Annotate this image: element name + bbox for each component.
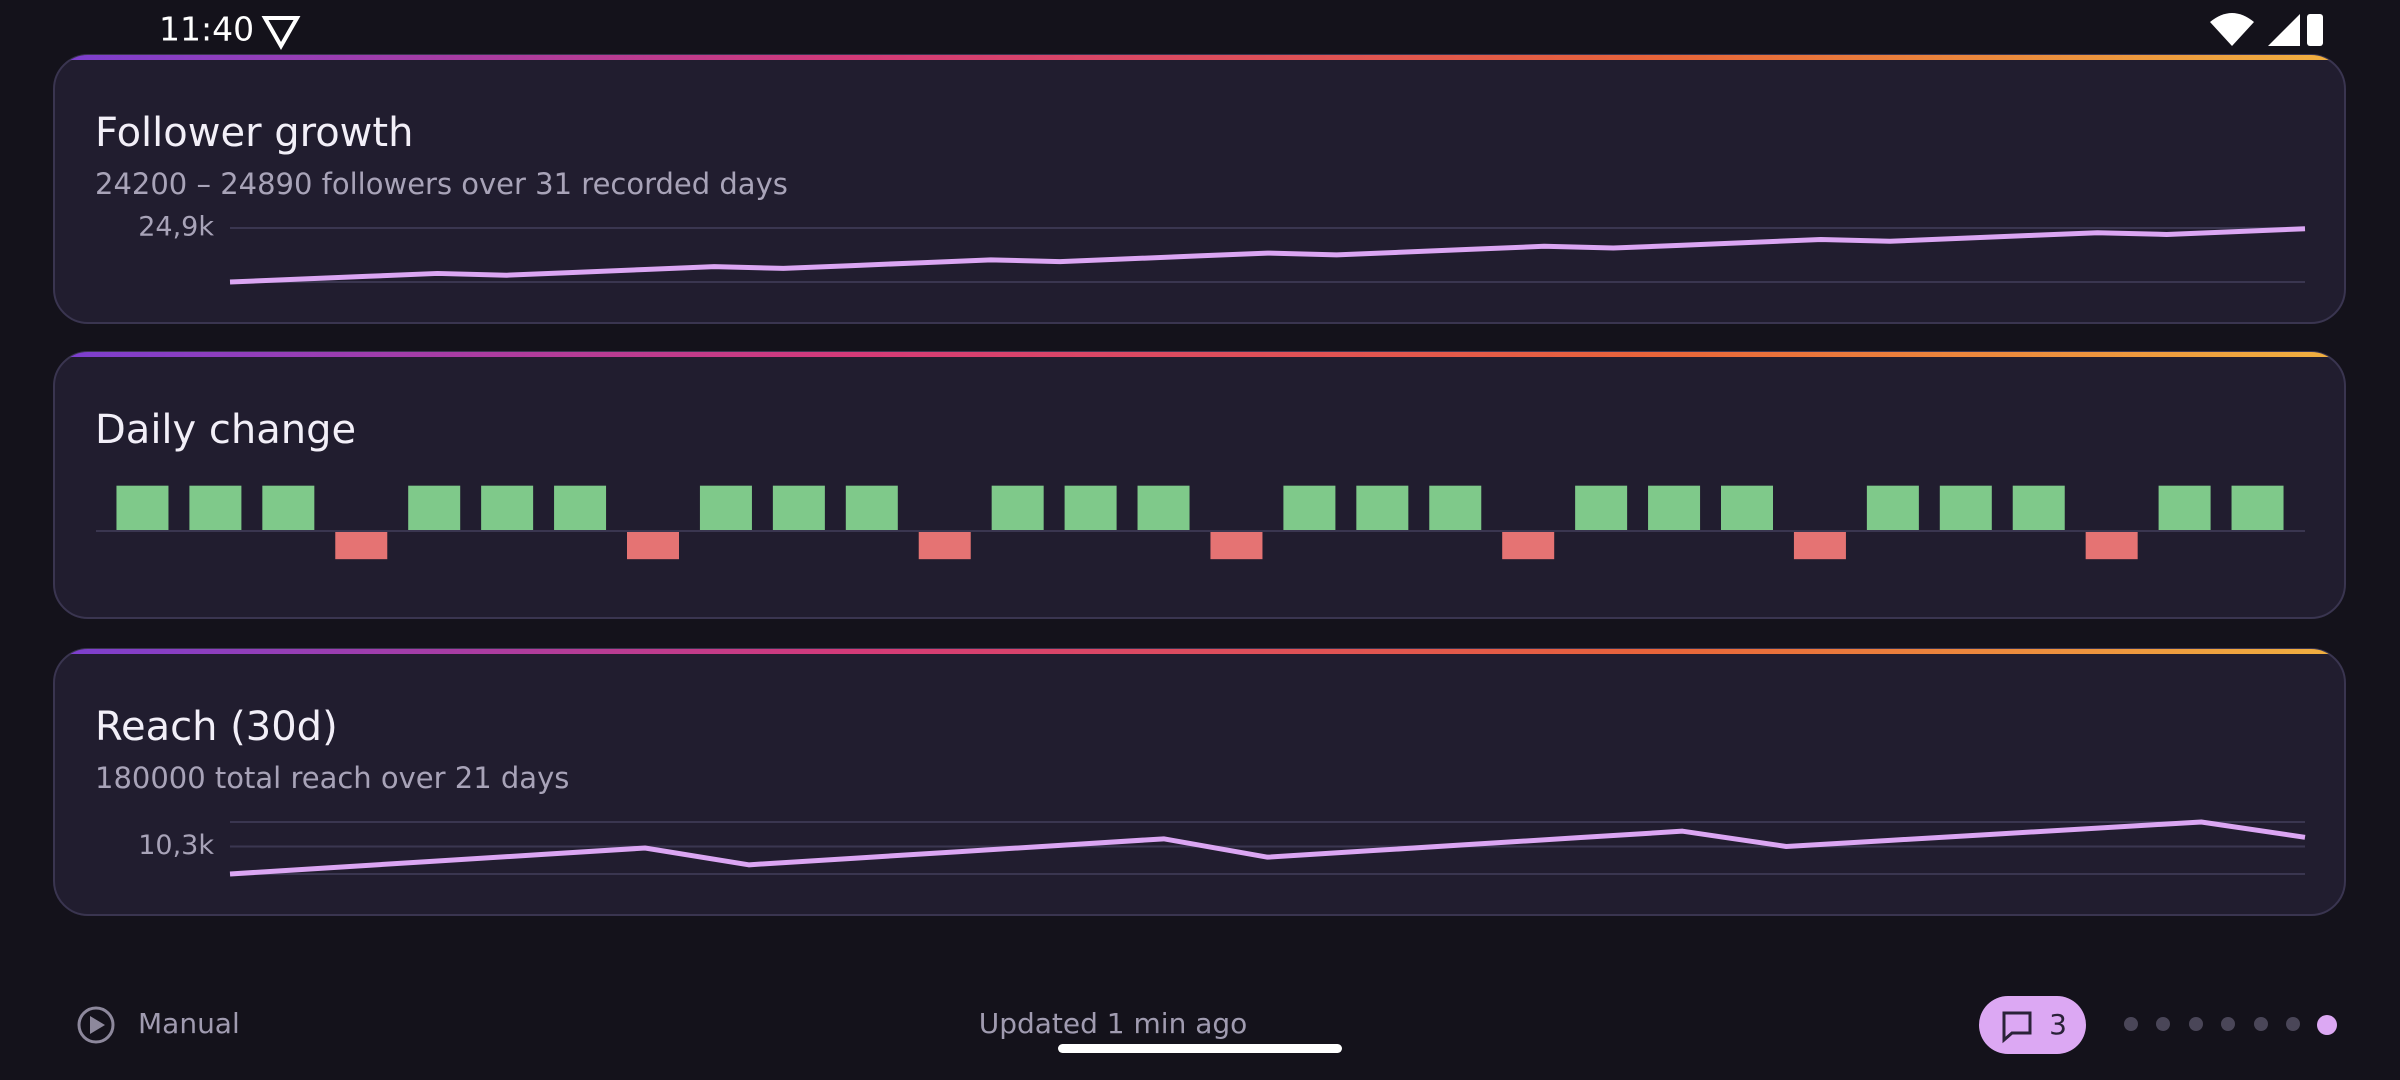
card: Daily change [53,351,2346,619]
bar [262,485,315,531]
line-series [229,819,2306,877]
play-icon[interactable] [77,1006,115,1044]
bar [1575,485,1628,531]
card-subtitle: 24200 – 24890 followers over 31 recorded… [95,167,788,201]
status-icons [2210,13,2323,46]
card-title: Daily change [95,407,356,453]
bar [481,485,534,531]
card-bg [53,351,2346,619]
card: Follower growth 24200 – 24890 followers o… [53,54,2346,324]
bar [554,485,607,531]
bar [699,485,752,531]
bar [772,485,825,531]
bar [1210,531,1263,560]
bar [1721,485,1773,531]
status-time: 11:40 [159,10,254,49]
comment-icon [2002,1011,2032,1044]
bar [189,485,242,531]
page-dots [2124,1015,2337,1035]
bar [2231,485,2284,531]
bar [2085,531,2138,560]
bar [2158,485,2211,531]
bar [1939,485,1992,531]
bar [1283,485,1336,531]
bar [408,485,461,531]
updated-label: Updated 1 min ago [979,1007,1248,1040]
bar [1648,485,1701,531]
card-subtitle: 180000 total reach over 21 days [95,761,569,795]
home-indicator[interactable] [1058,1044,1342,1053]
card-accent [54,55,2345,60]
comments-count: 3 [2049,1008,2067,1041]
card-accent [54,649,2345,654]
bar [1429,485,1482,531]
bar [1793,531,1846,560]
card-title: Follower growth [95,110,413,156]
bar [116,485,169,531]
play-triangle [90,1016,105,1034]
comments-badge[interactable] [1979,996,2086,1054]
bar [918,531,971,560]
card-title: Reach (30d) [95,704,338,750]
bar [1502,531,1555,560]
bar [335,531,388,560]
bar [991,485,1044,531]
bar [627,531,679,560]
bar [1137,485,1190,531]
bar [845,485,898,531]
bar [1064,485,1117,531]
bar [1356,485,1409,531]
bar [1866,485,1919,531]
vpn-icon [261,16,301,51]
card-accent [54,352,2345,357]
bar [2012,485,2065,531]
card: Reach (30d) 180000 total reach over 21 da… [53,648,2346,916]
line-series [229,226,2306,285]
y-tick-label: 10,3k [138,830,214,861]
mode-label[interactable]: Manual [138,1007,240,1040]
y-tick-label: 24,9k [138,212,214,243]
